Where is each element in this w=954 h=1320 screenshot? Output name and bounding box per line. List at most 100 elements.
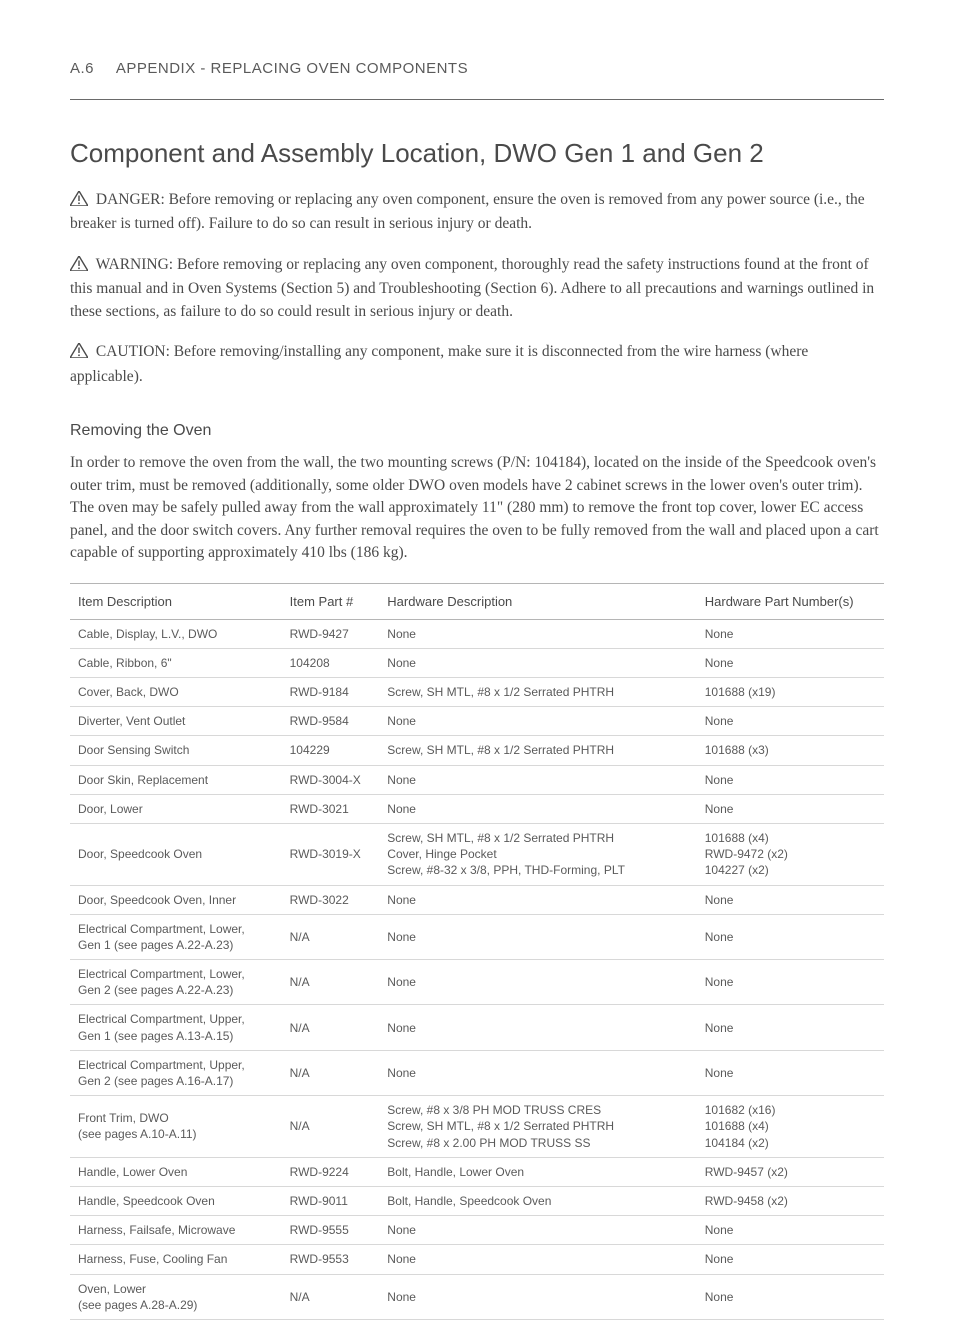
cell-item-description: Electrical Compartment, Lower,Gen 1 (see… [70,914,282,959]
cell-hardware-desc: None [379,914,696,959]
cell-hardware-desc: None [379,619,696,648]
danger-text: DANGER: Before removing or replacing any… [70,191,865,232]
cell-hardware-pn: None [697,885,884,914]
caution-text: CAUTION: Before removing/installing any … [70,343,808,384]
cell-hardware-desc: None [379,707,696,736]
cell-item-part: RWD-9555 [282,1216,380,1245]
cell-hardware-desc: None [379,1245,696,1274]
table-row: Harness, Fuse, Cooling FanRWD-9553NoneNo… [70,1245,884,1274]
warning-paragraph: WARNING: Before removing or replacing an… [70,254,884,323]
table-row: Electrical Compartment, Lower,Gen 2 (see… [70,960,884,1005]
table-row: Cover, Back, DWORWD-9184Screw, SH MTL, #… [70,678,884,707]
cell-item-part: 104229 [282,736,380,765]
cell-item-description: Harness, Fuse, Cooling Fan [70,1245,282,1274]
cell-item-description: Harness, Failsafe, Microwave [70,1216,282,1245]
table-row: Door, LowerRWD-3021NoneNone [70,794,884,823]
cell-item-description: Handle, Lower Oven [70,1157,282,1186]
alert-triangle-icon [70,256,88,278]
appendix-title: APPENDIX - REPLACING OVEN COMPONENTS [116,60,468,77]
cell-hardware-pn: None [697,1005,884,1050]
cell-hardware-desc: None [379,765,696,794]
cell-hardware-pn: RWD-9458 (x2) [697,1186,884,1215]
table-row: Cable, Ribbon, 6"104208NoneNone [70,648,884,677]
table-row: Electrical Compartment, Upper,Gen 2 (see… [70,1050,884,1095]
cell-item-description: Door Sensing Switch [70,736,282,765]
cell-item-part: RWD-9184 [282,678,380,707]
cell-hardware-desc: Screw, SH MTL, #8 x 1/2 Serrated PHTRH [379,678,696,707]
removing-heading: Removing the Oven [70,422,884,440]
cell-item-description: Door, Speedcook Oven [70,823,282,885]
cell-item-description: Front Trim, DWO(see pages A.10-A.11) [70,1096,282,1158]
cell-hardware-desc: Screw, SH MTL, #8 x 1/2 Serrated PHTRH [379,736,696,765]
page-header: A.6 APPENDIX - REPLACING OVEN COMPONENTS [70,60,884,100]
cell-hardware-pn: None [697,1216,884,1245]
cell-hardware-desc: Screw, SH MTL, #8 x 1/2 Serrated PHTRHCo… [379,823,696,885]
cell-item-description: Electrical Compartment, Lower,Gen 2 (see… [70,960,282,1005]
table-row: Oven, Lower(see pages A.28-A.29)N/ANoneN… [70,1274,884,1319]
cell-item-description: Door, Speedcook Oven, Inner [70,885,282,914]
cell-item-description: Door Skin, Replacement [70,765,282,794]
cell-hardware-pn: None [697,1245,884,1274]
cell-hardware-pn: 101682 (x16)101688 (x4)104184 (x2) [697,1096,884,1158]
table-row: Door Skin, ReplacementRWD-3004-XNoneNone [70,765,884,794]
cell-item-part: 104208 [282,648,380,677]
section-title: Component and Assembly Location, DWO Gen… [70,138,884,169]
cell-hardware-desc: None [379,648,696,677]
cell-hardware-pn: None [697,1274,884,1319]
cell-hardware-pn: None [697,648,884,677]
cell-item-description: Diverter, Vent Outlet [70,707,282,736]
cell-item-part: N/A [282,1096,380,1158]
cell-hardware-pn: None [697,707,884,736]
cell-hardware-pn: 101688 (x3) [697,736,884,765]
cell-hardware-pn: None [697,619,884,648]
cell-hardware-desc: None [379,1050,696,1095]
warning-text: WARNING: Before removing or replacing an… [70,256,874,320]
table-row: Handle, Speedcook OvenRWD-9011Bolt, Hand… [70,1186,884,1215]
cell-hardware-desc: None [379,1216,696,1245]
cell-item-description: Cover, Back, DWO [70,678,282,707]
table-row: Cable, Display, L.V., DWORWD-9427NoneNon… [70,619,884,648]
col-hardware-pn: Hardware Part Number(s) [697,583,884,619]
cell-item-part: N/A [282,914,380,959]
cell-item-description: Cable, Ribbon, 6" [70,648,282,677]
table-row: Door, Speedcook OvenRWD-3019-XScrew, SH … [70,823,884,885]
cell-hardware-desc: Bolt, Handle, Speedcook Oven [379,1186,696,1215]
removing-body: In order to remove the oven from the wal… [70,452,884,564]
cell-hardware-desc: Bolt, Handle, Lower Oven [379,1157,696,1186]
cell-item-part: RWD-3019-X [282,823,380,885]
cell-item-description: Electrical Compartment, Upper,Gen 2 (see… [70,1050,282,1095]
cell-item-description: Cable, Display, L.V., DWO [70,619,282,648]
cell-item-part: RWD-3022 [282,885,380,914]
table-row: Handle, Lower OvenRWD-9224Bolt, Handle, … [70,1157,884,1186]
cell-item-part: RWD-3004-X [282,765,380,794]
table-row: Door, Speedcook Oven, InnerRWD-3022NoneN… [70,885,884,914]
cell-item-part: N/A [282,960,380,1005]
cell-hardware-desc: None [379,794,696,823]
col-item-part: Item Part # [282,583,380,619]
cell-item-part: N/A [282,1050,380,1095]
cell-hardware-pn: None [697,1050,884,1095]
cell-hardware-pn: None [697,914,884,959]
caution-paragraph: CAUTION: Before removing/installing any … [70,341,884,388]
cell-item-description: Oven, Lower(see pages A.28-A.29) [70,1274,282,1319]
cell-item-description: Handle, Speedcook Oven [70,1186,282,1215]
danger-paragraph: DANGER: Before removing or replacing any… [70,189,884,236]
cell-item-part: N/A [282,1274,380,1319]
cell-hardware-pn: 101688 (x4)RWD-9472 (x2)104227 (x2) [697,823,884,885]
cell-hardware-pn: 101688 (x19) [697,678,884,707]
alert-triangle-icon [70,343,88,365]
cell-hardware-desc: None [379,1005,696,1050]
table-row: Electrical Compartment, Lower,Gen 1 (see… [70,914,884,959]
cell-item-part: RWD-9553 [282,1245,380,1274]
col-item-description: Item Description [70,583,282,619]
cell-hardware-pn: None [697,765,884,794]
table-row: Harness, Failsafe, MicrowaveRWD-9555None… [70,1216,884,1245]
cell-item-part: RWD-9011 [282,1186,380,1215]
table-row: Door Sensing Switch104229Screw, SH MTL, … [70,736,884,765]
alert-triangle-icon [70,191,88,213]
cell-item-description: Door, Lower [70,794,282,823]
cell-item-part: N/A [282,1005,380,1050]
table-row: Diverter, Vent OutletRWD-9584NoneNone [70,707,884,736]
cell-item-part: RWD-9224 [282,1157,380,1186]
col-hardware-desc: Hardware Description [379,583,696,619]
